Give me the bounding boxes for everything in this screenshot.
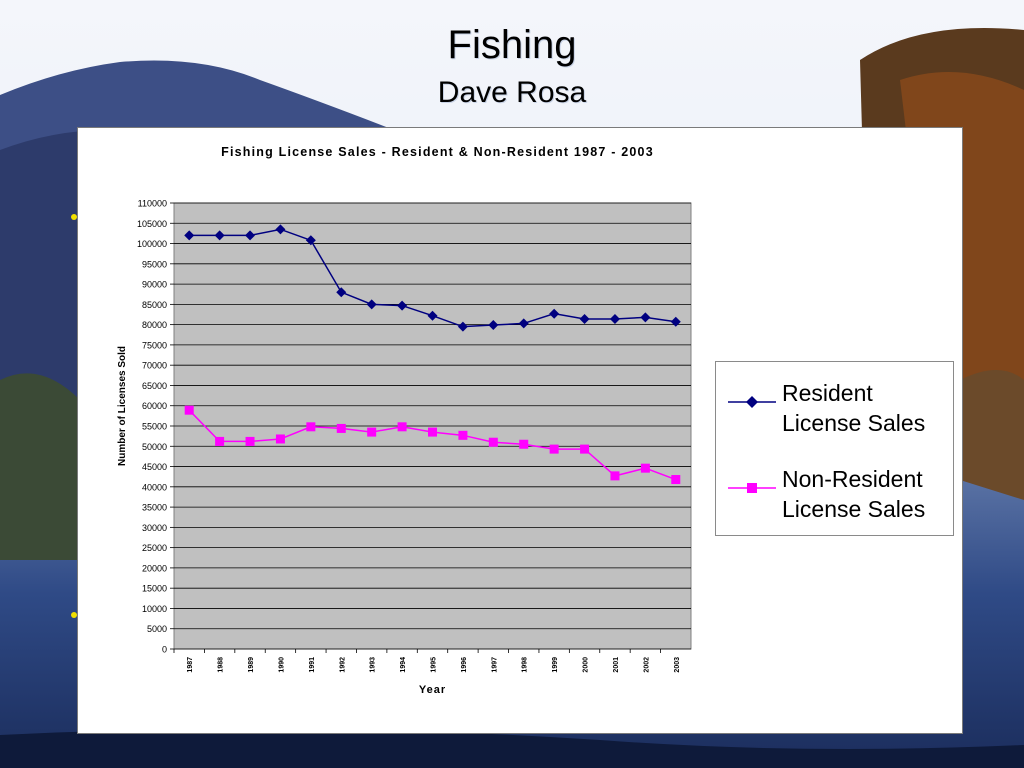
y-tick-label: 65000 (142, 381, 167, 391)
y-tick-label: 85000 (142, 300, 167, 310)
data-point-non-resident (428, 427, 437, 437)
data-point-resident (336, 287, 347, 298)
chart-legend: Resident License Sales Non-Resident Lice… (715, 361, 954, 536)
data-point-non-resident (306, 422, 316, 432)
y-tick-label: 105000 (137, 219, 167, 229)
data-point-non-resident (336, 423, 346, 433)
x-tick-label: 1997 (491, 657, 498, 673)
legend-label-non-resident: Non-Resident License Sales (782, 466, 926, 522)
y-tick-label: 90000 (142, 280, 167, 290)
x-tick-label: 2000 (583, 657, 590, 673)
legend-item-non-resident: Non-Resident License Sales (728, 464, 953, 524)
data-point-resident (275, 224, 286, 235)
y-tick-label: 35000 (142, 503, 167, 513)
legend-label-resident: Resident License Sales (782, 380, 926, 436)
data-point-non-resident (184, 405, 194, 415)
x-tick-label: 1994 (400, 657, 407, 673)
data-point-resident (214, 230, 225, 241)
square-marker-icon (728, 483, 776, 493)
x-tick-label: 1990 (278, 657, 285, 673)
data-point-non-resident (580, 444, 590, 454)
x-tick-label: 1987 (187, 657, 194, 673)
x-tick-label: 1988 (218, 657, 225, 673)
data-point-resident (488, 320, 499, 331)
data-point-non-resident (671, 475, 681, 485)
data-point-non-resident (640, 463, 650, 473)
data-point-resident (609, 313, 620, 324)
slide-title: Fishing (447, 23, 577, 67)
x-tick-label: 1995 (431, 657, 438, 673)
chart-title: Fishing License Sales - Resident & Non-R… (221, 145, 654, 159)
y-tick-label: 45000 (142, 462, 167, 472)
data-point-resident (245, 230, 256, 241)
y-tick-label: 10000 (142, 604, 167, 614)
data-point-non-resident (245, 436, 255, 446)
x-tick-label: 1999 (552, 657, 559, 673)
x-tick-label: 2003 (674, 657, 681, 673)
line-chart: Fishing License Sales - Resident & Non-R… (117, 145, 692, 696)
y-tick-label: 40000 (142, 482, 167, 492)
bullet-marker (71, 612, 77, 618)
y-tick-label: 50000 (142, 442, 167, 452)
y-axis-title: Number of Licenses Sold (117, 346, 128, 466)
data-point-non-resident (488, 437, 498, 447)
x-axis-title: Year (419, 684, 446, 696)
x-tick-label: 1991 (309, 657, 316, 673)
data-point-resident (397, 300, 408, 311)
data-point-non-resident (519, 439, 529, 449)
data-point-resident (305, 235, 316, 246)
y-tick-label: 55000 (142, 422, 167, 432)
data-point-non-resident (458, 430, 468, 440)
x-tick-label: 1992 (339, 657, 346, 673)
y-tick-label: 100000 (137, 239, 167, 249)
x-tick-label: 1989 (248, 657, 255, 673)
y-tick-label: 75000 (142, 340, 167, 350)
x-tick-label: 1998 (522, 657, 529, 673)
y-tick-label: 0 (162, 645, 167, 655)
data-point-resident (670, 316, 681, 327)
data-point-resident (579, 313, 590, 324)
y-tick-label: 60000 (142, 401, 167, 411)
slide-subtitle: Dave Rosa (437, 76, 587, 109)
data-point-resident (366, 299, 377, 310)
y-tick-label: 20000 (142, 563, 167, 573)
x-tick-label: 2001 (613, 657, 620, 673)
data-point-non-resident (275, 434, 285, 444)
y-tick-label: 25000 (142, 543, 167, 553)
y-tick-label: 5000 (147, 624, 167, 634)
data-point-non-resident (367, 427, 377, 437)
y-tick-label: 80000 (142, 320, 167, 330)
data-point-resident (518, 318, 529, 329)
data-point-non-resident (549, 444, 559, 454)
x-tick-label: 2002 (643, 657, 650, 673)
x-tick-label: 1993 (370, 657, 377, 673)
y-tick-label: 15000 (142, 584, 167, 594)
y-tick-label: 70000 (142, 361, 167, 371)
data-point-non-resident (397, 422, 407, 432)
bullet-marker (71, 214, 77, 220)
data-point-resident (457, 321, 468, 332)
y-tick-label: 30000 (142, 523, 167, 533)
diamond-marker-icon (728, 396, 776, 408)
data-point-resident (640, 312, 651, 323)
x-tick-label: 1996 (461, 657, 468, 673)
data-point-resident (184, 230, 195, 241)
data-point-resident (427, 310, 438, 321)
data-point-resident (549, 308, 560, 319)
y-tick-label: 110000 (138, 199, 167, 209)
data-point-non-resident (215, 436, 225, 446)
y-tick-label: 95000 (142, 259, 167, 269)
data-point-non-resident (610, 471, 620, 481)
legend-item-resident: Resident License Sales (728, 378, 953, 438)
